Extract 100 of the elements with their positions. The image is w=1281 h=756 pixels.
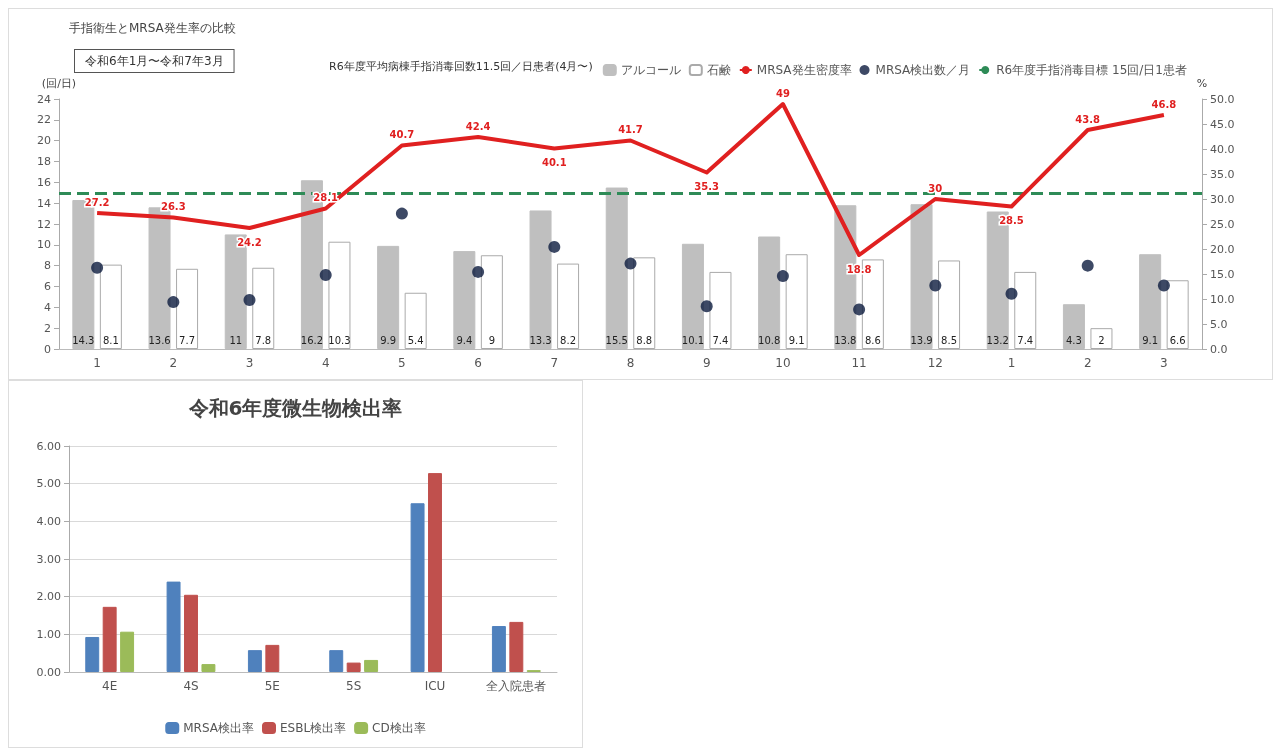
legend-label: R6年度手指消毒目標 15回/日1患者 [996, 63, 1187, 77]
bar [201, 664, 216, 672]
legend-label: ESBL検出率 [280, 721, 347, 735]
data-label: 8.1 [102, 334, 119, 346]
y2-tick-label: 50.0 [1210, 92, 1235, 106]
bar [509, 621, 524, 672]
data-label: 7.7 [179, 334, 196, 346]
legend-label: MRSA発生密度率 [756, 63, 852, 77]
data-label: 28.5 [999, 215, 1024, 226]
x-tick-label: 5E [264, 679, 280, 693]
point [548, 240, 561, 253]
y2-axis-title: % [1196, 77, 1208, 90]
chart-title: 手指衛生とMRSA発生率の比較 [69, 21, 236, 35]
y2-tick-label: 5.0 [1210, 317, 1228, 331]
legend-label: MRSA検出数／月 [875, 63, 971, 77]
bar [247, 650, 262, 672]
bar [184, 594, 198, 672]
bar [1090, 328, 1113, 349]
data-label: 42.4 [465, 120, 491, 132]
data-label: 13.9 [910, 334, 933, 346]
y-tick-label: 14 [37, 196, 51, 210]
bar [85, 636, 100, 672]
y-tick-label: 5.00 [36, 477, 61, 491]
legend-label: アルコール [620, 63, 681, 77]
x-tick-label: 2 [169, 356, 178, 370]
y-tick-label: 12 [37, 217, 51, 231]
x-tick-label: 4E [102, 679, 118, 693]
bar [557, 263, 580, 349]
point [91, 261, 104, 274]
data-label: 4.3 [1065, 334, 1082, 346]
data-label: 41.7 [618, 124, 643, 135]
chart-subtitle: 令和6年1月〜令和7年3月 [85, 54, 224, 68]
data-label: 8.5 [941, 334, 958, 346]
data-label: 27.2 [84, 196, 110, 208]
y2-tick-label: 30.0 [1210, 192, 1235, 206]
y2-tick-label: 20.0 [1210, 242, 1235, 256]
chart-title: 令和6年度微生物検出率 [187, 396, 403, 420]
bar [346, 662, 361, 672]
data-label: 8.2 [560, 334, 577, 346]
x-tick-label: 全入院患者 [486, 679, 547, 693]
data-label: 15.5 [605, 334, 628, 346]
data-label: 8.8 [636, 334, 653, 346]
data-label: 7.4 [712, 334, 729, 346]
y2-tick-label: 10.0 [1210, 292, 1235, 306]
y-tick-label: 0 [44, 342, 51, 356]
data-label: 7.8 [255, 334, 272, 346]
y-tick-label: 2.00 [36, 590, 61, 604]
x-tick-label: 4S [183, 679, 199, 693]
y-tick-label: 4.00 [36, 514, 61, 528]
bar [1166, 280, 1189, 349]
data-label: 11 [229, 334, 243, 346]
point [395, 207, 408, 220]
bar [1014, 271, 1037, 349]
data-label: 13.6 [148, 334, 171, 346]
x-tick-label: 11 [851, 356, 867, 370]
x-tick-label: 2 [1083, 356, 1092, 370]
data-label: 2 [1098, 334, 1105, 346]
data-label: 40.1 [541, 157, 567, 168]
bar [120, 631, 135, 672]
point [1081, 259, 1094, 272]
bar [428, 473, 442, 672]
bar [404, 292, 427, 349]
x-tick-label: 12 [927, 356, 943, 370]
bar [785, 254, 808, 349]
y-tick-label: 6 [44, 280, 51, 293]
y-tick-label: 24 [37, 92, 51, 106]
point [472, 265, 485, 278]
point [929, 279, 942, 292]
data-label: 5.4 [407, 334, 424, 346]
legend-label: MRSA検出率 [183, 721, 255, 735]
x-tick-label: 9 [702, 356, 711, 370]
y2-tick-label: 25.0 [1210, 217, 1235, 231]
y-tick-label: 1.00 [36, 627, 61, 641]
data-label: 9.1 [788, 334, 805, 346]
point [319, 269, 332, 282]
point [700, 300, 713, 313]
data-label: 9 [488, 334, 496, 346]
data-label: 6.6 [1169, 334, 1186, 346]
data-label: 24.2 [237, 236, 262, 248]
bar [99, 264, 122, 349]
y2-tick-label: 40.0 [1210, 142, 1235, 156]
x-tick-label: 1 [1007, 356, 1016, 370]
data-label: 18.8 [846, 263, 872, 275]
x-tick-label: 8 [626, 356, 635, 370]
bar [328, 241, 351, 349]
bar [364, 659, 379, 672]
data-label: 30 [928, 182, 943, 194]
point [1157, 279, 1170, 292]
data-label: 10.8 [758, 334, 781, 346]
bar [265, 644, 280, 672]
bar [709, 271, 732, 349]
y2-tick-label: 45.0 [1210, 117, 1235, 131]
point [167, 296, 180, 309]
text: R6年度平均病棟手指消毒回数11.5回／日患者(4月〜) [329, 60, 593, 73]
x-tick-label: 4 [321, 356, 330, 370]
bar [166, 581, 181, 672]
bar [329, 650, 344, 672]
point [243, 294, 256, 307]
data-label: 8.6 [864, 334, 881, 346]
point [776, 270, 789, 283]
